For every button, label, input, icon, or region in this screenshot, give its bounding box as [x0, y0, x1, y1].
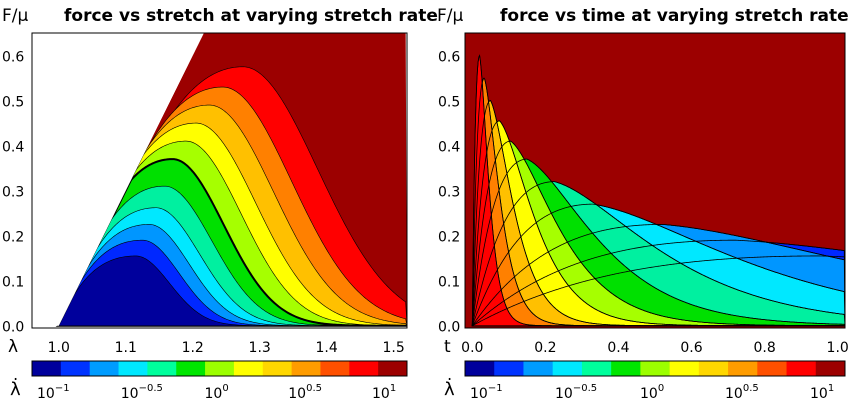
- left-ytick-label: 0.6: [2, 50, 24, 66]
- colorbar-tick-label: 10−0.5: [555, 383, 597, 402]
- colorbar-swatch: [205, 361, 235, 376]
- colorbar-swatch: [89, 361, 120, 376]
- right-series-line-10^-1: [472, 255, 845, 327]
- right-ylabel: F/μ: [437, 6, 464, 26]
- right-ytick-label: 0.3: [438, 185, 460, 201]
- colorbar-tick-label: 100: [205, 383, 229, 402]
- right-xtick-label: 0.0: [461, 340, 483, 356]
- left-ytick-label: 0.2: [2, 230, 24, 246]
- colorbar-swatch: [611, 361, 641, 376]
- right-xlabel: t: [444, 337, 451, 357]
- right-series-line-10^0: [471, 158, 845, 326]
- colorbar-tick-label: 100.5: [288, 383, 322, 402]
- right-xtick-label: 0.2: [534, 340, 556, 356]
- left-xtick-label: 1.5: [382, 340, 404, 356]
- right-series-line-10^-0.6: [471, 224, 845, 326]
- colorbar-tick-label: 101: [372, 383, 396, 402]
- right-xtick-label: 0.4: [607, 340, 629, 356]
- colorbar-tick-label: 101: [810, 383, 834, 402]
- left-axes-frame: [31, 32, 408, 329]
- left-ytick-label: 0.5: [2, 95, 24, 111]
- colorbar-swatch: [669, 361, 700, 376]
- left-xtick-label: 1.3: [249, 340, 271, 356]
- colorbar-swatch: [233, 361, 264, 376]
- right-ytick-label: 0.1: [438, 275, 460, 291]
- colorbar-tick-label: 10−0.5: [121, 383, 163, 402]
- colorbar-swatch: [349, 361, 379, 376]
- left-xlabel: λ: [8, 337, 18, 357]
- right-series-line-10^-0.4: [471, 203, 845, 326]
- colorbar-swatch: [786, 361, 817, 376]
- colorbar-swatch: [581, 361, 612, 376]
- colorbar-swatch: [262, 361, 293, 376]
- left-ytick-label: 0.3: [2, 185, 24, 201]
- left-series-10^-1: [58, 255, 407, 327]
- right-series-line-10^-0.8: [472, 239, 845, 327]
- left-xtick-label: 1.1: [115, 340, 137, 356]
- colorbar-swatch: [815, 361, 846, 376]
- right-title: force vs time at varying stretch rate: [500, 6, 849, 26]
- colorbar-tick-label: 100.5: [725, 383, 759, 402]
- left-xtick-label: 1.4: [316, 340, 338, 356]
- left-elastic-limit-region: [32, 33, 204, 326]
- colorbar-tick-label: 10−1: [37, 383, 70, 402]
- colorbar-swatch: [465, 361, 495, 376]
- colorbar-swatch: [757, 361, 788, 376]
- right-ytick-label: 0.0: [438, 320, 460, 336]
- right-xtick-label: 1.0: [827, 340, 849, 356]
- colorbar-swatch: [640, 361, 671, 376]
- left-ylabel: F/μ: [2, 6, 29, 26]
- left-colorbar: 10−1 10−0.5 100 100.5 101: [31, 360, 408, 402]
- colorbar-swatch: [60, 361, 91, 376]
- right-colorbar: 10−1 10−0.5 100 100.5 101: [464, 360, 846, 402]
- right-chart: F/μ force vs time at varying stretch rat…: [437, 6, 849, 357]
- colorbar-swatch: [176, 361, 206, 376]
- left-ytick-label: 0.0: [2, 320, 24, 336]
- left-chart: F/μ force vs stretch at varying stretch …: [2, 6, 438, 357]
- left-ytick-label: 0.1: [2, 275, 24, 291]
- colorbar-tick-label: 100: [640, 383, 664, 402]
- right-ytick-label: 0.4: [438, 140, 460, 156]
- left-ytick-label: 0.4: [2, 140, 24, 156]
- left-xtick-label: 1.0: [48, 340, 70, 356]
- colorbar-swatch: [698, 361, 729, 376]
- right-xtick-label: 0.6: [680, 340, 702, 356]
- right-axes-frame: [464, 32, 846, 329]
- right-colorbar-symbol: λ̇: [444, 377, 455, 400]
- right-ytick-label: 0.5: [438, 95, 460, 111]
- colorbar-swatch: [320, 361, 350, 376]
- left-xtick-label: 1.2: [182, 340, 204, 356]
- colorbar-swatch: [523, 361, 554, 376]
- right-series-line-10^0.2: [471, 140, 845, 327]
- left-title: force vs stretch at varying stretch rate: [64, 6, 438, 26]
- colorbar-swatch: [378, 361, 408, 376]
- colorbar-swatch: [728, 361, 758, 376]
- colorbar-tick-label: 10−1: [470, 383, 503, 402]
- right-series-line-10^1: [471, 54, 845, 327]
- colorbar-swatch: [32, 361, 62, 376]
- colorbar-swatch: [147, 361, 177, 376]
- right-xtick-label: 0.8: [753, 340, 775, 356]
- right-ytick-label: 0.2: [438, 230, 460, 246]
- colorbar-swatch: [118, 361, 148, 376]
- left-colorbar-symbol: λ̇: [10, 377, 21, 400]
- colorbar-swatch: [291, 361, 321, 376]
- right-ytick-label: 0.6: [438, 50, 460, 66]
- right-series-line-10^-0.2: [471, 181, 845, 326]
- colorbar-swatch: [552, 361, 583, 376]
- colorbar-swatch: [494, 361, 524, 376]
